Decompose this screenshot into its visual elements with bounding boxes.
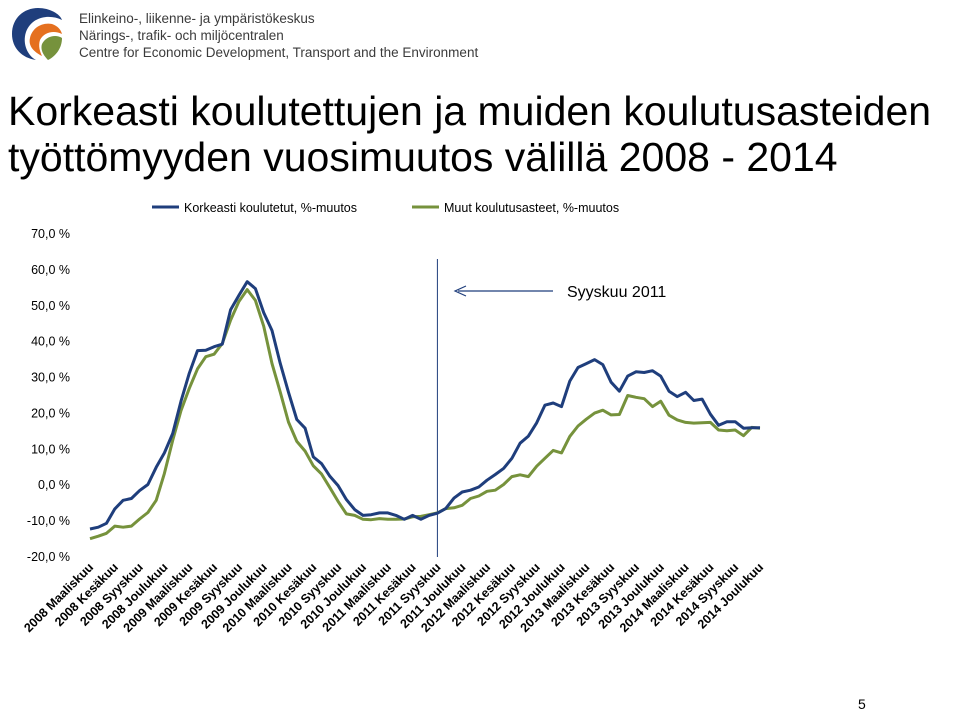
slide-title-line-2: työttömyyden vuosimuutos välillä 2008 - … [8, 134, 838, 180]
logo-blue-shape [12, 8, 62, 60]
y-tick-label: 20,0 % [31, 406, 70, 420]
logo-orange-shape [29, 23, 62, 56]
org-line-en: Centre for Economic Development, Transpo… [79, 45, 479, 60]
y-tick-label: 40,0 % [31, 335, 70, 349]
legend-label-1: Korkeasti koulutetut, %-muutos [184, 201, 357, 215]
slide-title: Korkeasti koulutettujen ja muiden koulut… [8, 88, 958, 180]
y-tick-label: 70,0 % [31, 227, 70, 241]
legend-label-2: Muut koulutusasteet, %-muutos [444, 201, 619, 215]
y-tick-label: -10,0 % [27, 514, 70, 528]
y-tick-label: 50,0 % [31, 299, 70, 313]
y-tick-label: 0,0 % [38, 478, 70, 492]
series-line-1 [89, 280, 760, 531]
y-tick-label: 10,0 % [31, 442, 70, 456]
y-tick-label: 30,0 % [31, 371, 70, 385]
annotation-label: Syyskuu 2011 [567, 284, 666, 301]
logo [12, 8, 62, 60]
series-line-2 [89, 288, 761, 541]
logo-green-shape [41, 36, 62, 60]
annotation-arrow-head [453, 285, 467, 297]
organization-name: Elinkeino-, liikenne- ja ympäristökeskus… [79, 10, 478, 61]
y-tick-label: 60,0 % [31, 263, 70, 277]
page-number: 5 [858, 696, 866, 712]
y-tick-label: -20,0 % [27, 550, 70, 564]
slide-title-line-1: Korkeasti koulutettujen ja muiden koulut… [8, 88, 932, 134]
org-line-fi: Elinkeino-, liikenne- ja ympäristökeskus [79, 11, 315, 26]
org-line-sv: Närings-, trafik- och miljöcentralen [79, 28, 284, 43]
